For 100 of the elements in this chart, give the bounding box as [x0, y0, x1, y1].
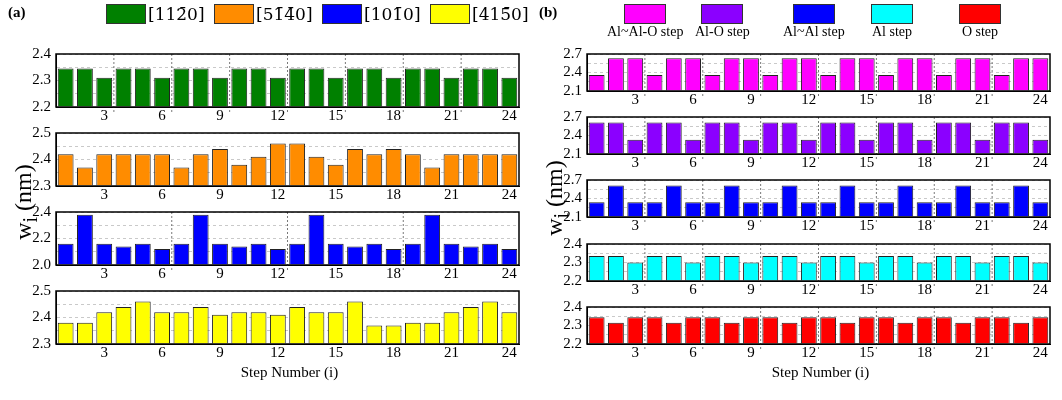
x-tick-label: 18: [386, 185, 402, 202]
y-tick-label: 2.4: [563, 234, 583, 251]
y-tick-label: 2.5: [32, 281, 51, 298]
y-tick-label: 2.2: [563, 271, 582, 288]
x-tick-label: 9: [747, 154, 755, 171]
text: Al-O step: [695, 24, 750, 40]
legend-label: [51̄4̄0]: [256, 4, 313, 24]
x-tick-label: 18: [917, 90, 933, 107]
x-tick-label: 3: [100, 185, 108, 202]
x-tick-label: 6: [158, 106, 167, 123]
x-tick-label: 3: [631, 217, 639, 234]
y-tick-label: 2.4: [563, 63, 583, 80]
y-tick-label: 2.5: [32, 123, 51, 140]
x-tick-label: 3: [100, 343, 108, 360]
x-tick-label: 6: [158, 264, 167, 281]
y-tick-label: 2.3: [32, 71, 51, 88]
x-tick-label: 6: [689, 343, 698, 360]
x-tick-label: 9: [747, 280, 755, 297]
legend-label: [415̄0]: [472, 4, 529, 24]
x-tick-label: 9: [216, 185, 224, 202]
x-tick-label: 12: [270, 264, 286, 281]
x-tick-label: 24: [501, 264, 518, 281]
x-tick-label: 3: [100, 264, 108, 281]
y-tick-label: 2.3: [563, 253, 582, 270]
x-tick-label: 15: [328, 106, 344, 123]
y-tick-label: 2.4: [32, 44, 52, 61]
y-tick-label: 2.4: [32, 150, 52, 167]
x-tick-label: 12: [801, 90, 817, 107]
y-tick-label: 2.0: [32, 255, 51, 272]
series-label: Al~Al-O step: [607, 24, 684, 40]
x-tick-label: 18: [386, 343, 402, 360]
x-axis-title: Step Number (i): [771, 363, 870, 381]
x-tick-label: 9: [216, 264, 224, 281]
x-tick-label: 12: [270, 343, 286, 360]
x-tick-label: 21: [974, 154, 990, 171]
text: [112̄0]: [148, 4, 205, 24]
chart-title: (b): [539, 4, 558, 21]
y-tick-label: 2.3: [32, 334, 51, 351]
x-tick-label: 21: [443, 185, 459, 202]
legend-label: [101̄0]: [364, 4, 421, 24]
x-tick-label: 24: [501, 185, 518, 202]
x-tick-label: 21: [974, 343, 990, 360]
y-tick-label: 2.1: [563, 81, 582, 98]
x-tick-label: 24: [1032, 217, 1049, 234]
x-tick-label: 6: [158, 343, 167, 360]
y-tick-label: 2.4: [32, 308, 52, 325]
x-tick-label: 12: [801, 343, 817, 360]
x-tick-label: 18: [386, 264, 402, 281]
y-tick-label: 2.4: [563, 126, 583, 143]
x-tick-label: 9: [747, 90, 755, 107]
x-tick-label: 18: [386, 106, 402, 123]
x-tick-label: 24: [1032, 90, 1049, 107]
text: O step: [961, 24, 999, 40]
x-tick-label: 3: [631, 154, 639, 171]
x-tick-label: 12: [801, 280, 817, 297]
text: Al step: [871, 24, 913, 40]
x-tick-label: 21: [443, 343, 459, 360]
x-tick-label: 24: [1032, 154, 1049, 171]
x-tick-label: 21: [443, 264, 459, 281]
x-tick-label: 15: [859, 280, 875, 297]
x-tick-label: 3: [100, 106, 108, 123]
x-tick-label: 3: [631, 280, 639, 297]
x-tick-label: 15: [859, 90, 875, 107]
x-tick-label: 15: [859, 154, 875, 171]
x-tick-label: 6: [158, 185, 167, 202]
x-tick-label: 6: [689, 280, 698, 297]
x-tick-label: 9: [747, 217, 755, 234]
x-tick-label: 18: [917, 280, 933, 297]
legend-label: Al~Al step: [783, 24, 845, 40]
y-tick-label: 2.7: [563, 108, 583, 125]
x-tick-label: 9: [216, 106, 224, 123]
x-tick-label: 6: [689, 90, 698, 107]
y-tick-label: 2.4: [563, 297, 583, 314]
x-tick-label: 15: [328, 343, 344, 360]
y-tick-label: 2.2: [32, 97, 51, 114]
x-tick-label: 21: [974, 90, 990, 107]
x-tick-label: 24: [501, 343, 518, 360]
x-tick-label: 12: [801, 154, 817, 171]
x-tick-label: 9: [216, 343, 224, 360]
x-tick-label: 24: [1032, 343, 1049, 360]
x-tick-label: 12: [801, 217, 817, 234]
x-tick-label: 15: [328, 264, 344, 281]
x-tick-label: 24: [501, 106, 518, 123]
x-tick-label: 3: [631, 343, 639, 360]
x-tick-label: 21: [443, 106, 459, 123]
y-tick-label: 2.3: [563, 316, 582, 333]
y-tick-label: 2.7: [563, 44, 583, 61]
x-tick-label: 18: [917, 217, 933, 234]
x-tick-label: 6: [689, 154, 698, 171]
x-tick-label: 21: [974, 280, 990, 297]
chart-title: (a): [8, 4, 26, 21]
x-tick-label: 9: [747, 343, 755, 360]
x-axis-title: Step Number (i): [240, 364, 339, 381]
x-tick-label: 12: [270, 185, 286, 202]
x-tick-label: 6: [689, 217, 698, 234]
x-tick-label: 12: [270, 106, 286, 123]
x-tick-label: 15: [859, 217, 875, 234]
y-tick-label: 2.2: [563, 334, 582, 351]
x-tick-label: 15: [328, 185, 344, 202]
y-tick-label: 2.1: [563, 145, 582, 162]
